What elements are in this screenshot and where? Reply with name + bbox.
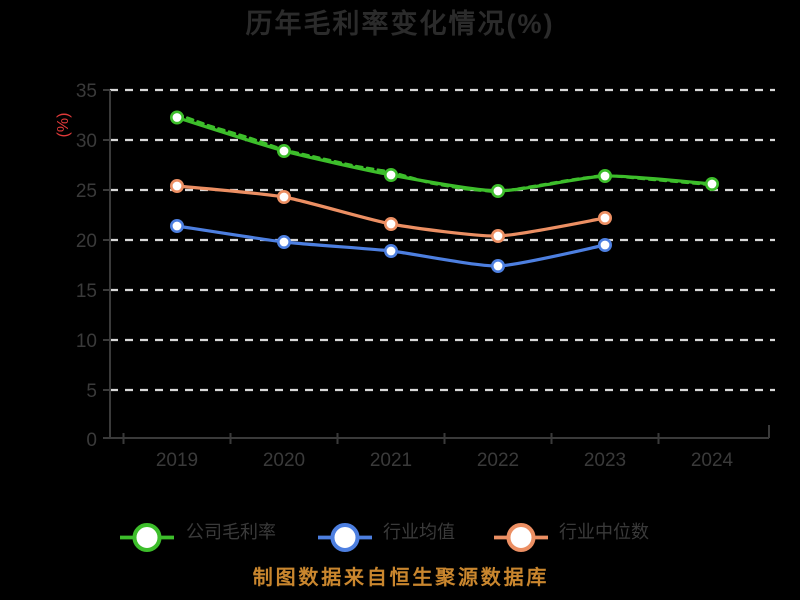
svg-text:制图数据来自恒生聚源数据库: 制图数据来自恒生聚源数据库 — [253, 565, 549, 589]
svg-text:20: 20 — [76, 231, 97, 252]
svg-text:历年毛利率变化情况(%): 历年毛利率变化情况(%) — [246, 8, 555, 39]
svg-text:2021: 2021 — [370, 450, 412, 471]
svg-text:25: 25 — [76, 181, 97, 202]
svg-text:2020: 2020 — [263, 450, 305, 471]
svg-text:0: 0 — [86, 430, 97, 451]
svg-text:2023: 2023 — [584, 450, 626, 471]
svg-text:5: 5 — [86, 381, 97, 402]
svg-text:35: 35 — [76, 81, 97, 102]
svg-text:2024: 2024 — [691, 450, 734, 471]
svg-text:30: 30 — [76, 131, 97, 152]
svg-text:15: 15 — [76, 281, 97, 302]
svg-text:(%): (%) — [55, 113, 72, 138]
svg-text:10: 10 — [76, 331, 97, 352]
svg-text:2022: 2022 — [477, 450, 519, 471]
svg-text:行业中位数: 行业中位数 — [559, 522, 649, 542]
svg-text:行业均值: 行业均值 — [383, 522, 455, 542]
svg-text:公司毛利率: 公司毛利率 — [186, 522, 276, 542]
svg-text:2019: 2019 — [156, 450, 198, 471]
